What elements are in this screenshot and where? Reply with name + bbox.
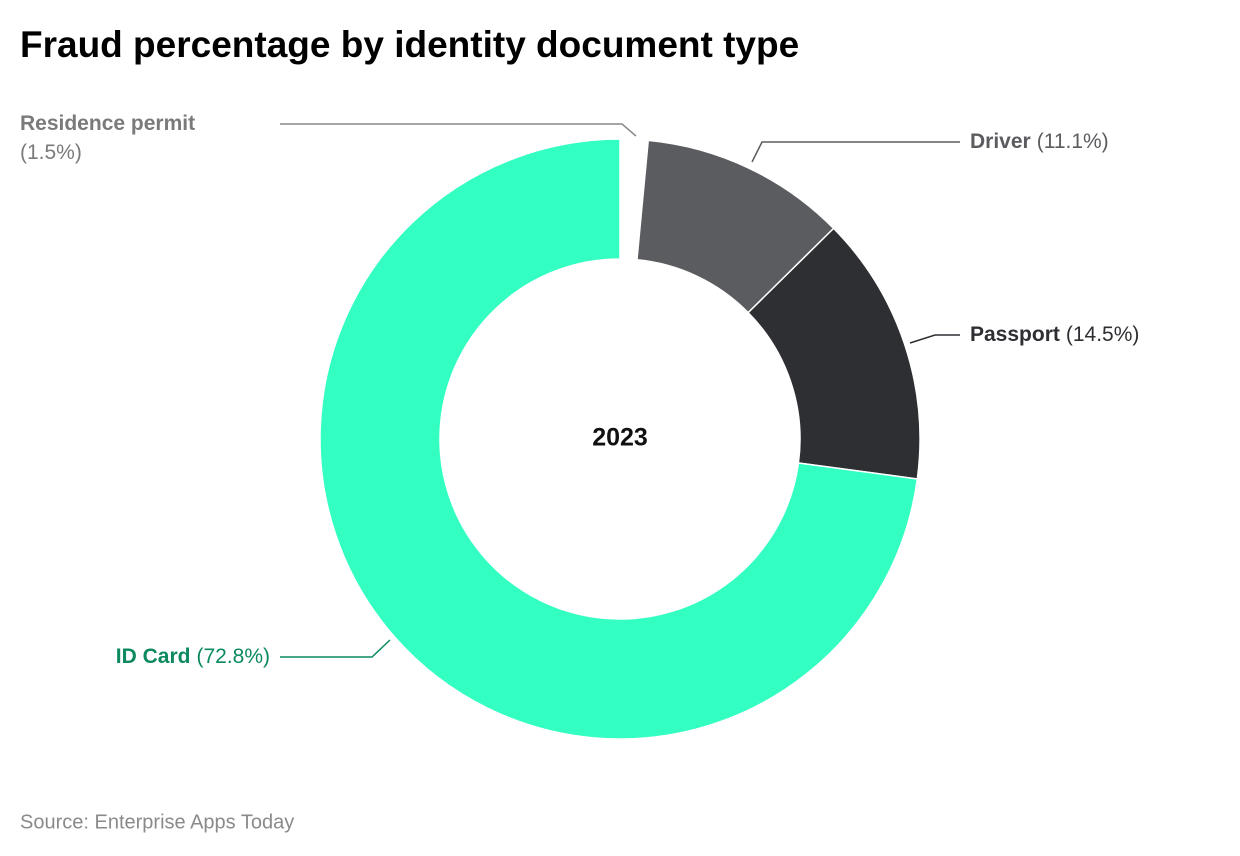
slice-label: Residence permit (1.5%) xyxy=(20,112,195,164)
value-label: (72.8%) xyxy=(196,645,270,668)
slice-label: Passport (14.5%) xyxy=(970,323,1139,346)
source: Source: Enterprise Apps Today xyxy=(20,811,294,833)
value-label: (11.1%) xyxy=(1037,130,1109,153)
category-name: Passport xyxy=(970,323,1060,346)
leader-line xyxy=(751,141,960,163)
value-label: (1.5%) xyxy=(20,141,82,164)
leader-line xyxy=(909,334,960,344)
leader-line xyxy=(280,123,637,137)
category-name: Residence permit xyxy=(20,112,195,135)
center-label: 2023 xyxy=(592,424,648,452)
slice-label: Driver (11.1%) xyxy=(970,130,1109,153)
leader-line xyxy=(280,639,391,658)
chart-title: Fraud percentage by identity document ty… xyxy=(20,24,799,65)
category-name: Driver xyxy=(970,130,1031,153)
value-label: (14.5%) xyxy=(1066,323,1140,346)
slice xyxy=(319,138,919,740)
slice-label: ID Card (72.8%) xyxy=(116,645,270,668)
category-name: ID Card xyxy=(116,645,191,668)
